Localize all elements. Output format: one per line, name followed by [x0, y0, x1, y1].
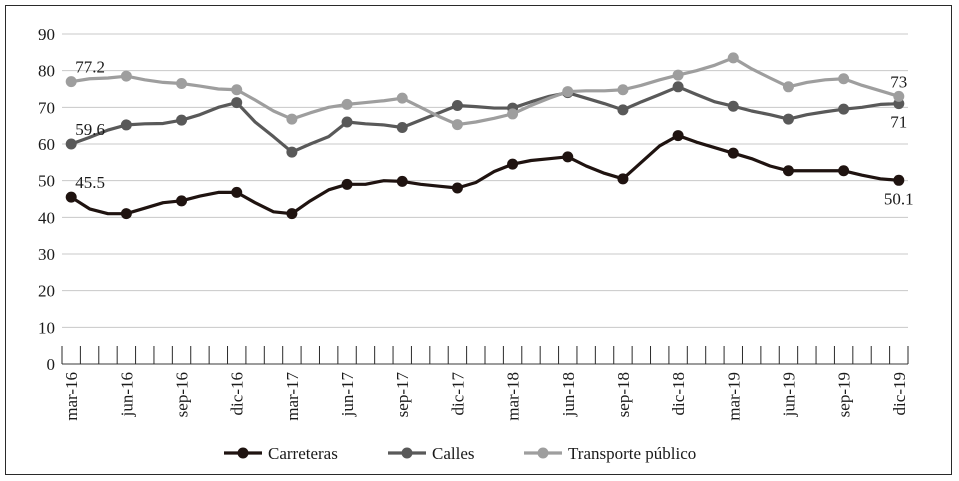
- data-label: 45.5: [75, 173, 105, 192]
- x-tick-label: mar-16: [62, 372, 81, 421]
- data-point: [120, 119, 132, 131]
- data-point: [341, 178, 353, 190]
- data-point: [451, 100, 463, 111]
- data-point: [65, 76, 77, 88]
- y-tick-label: 50: [38, 172, 55, 191]
- data-point: [65, 138, 77, 150]
- data-point: [672, 81, 684, 93]
- legend-swatch-marker: [237, 447, 249, 459]
- x-tick-label: dic-17: [448, 372, 467, 416]
- data-point: [396, 92, 408, 104]
- y-tick-label: 0: [47, 355, 56, 374]
- series-line-calles: [69, 85, 901, 154]
- legend-swatch-marker: [537, 447, 549, 459]
- y-tick-label: 80: [38, 62, 55, 81]
- x-tick-label: sep-17: [393, 372, 412, 418]
- series-line-transporte-público: [69, 56, 901, 127]
- data-point: [562, 151, 574, 163]
- x-tick-label: jun-17: [338, 372, 357, 418]
- data-point: [782, 113, 794, 125]
- data-point: [782, 81, 794, 93]
- y-tick-label: 40: [38, 208, 55, 227]
- data-point: [286, 113, 298, 125]
- data-label: 73: [890, 72, 907, 91]
- data-label: 59.6: [75, 120, 105, 139]
- data-point: [341, 98, 353, 110]
- data-point: [617, 173, 629, 185]
- x-tick-label: jun-19: [779, 372, 798, 417]
- x-tick-label: mar-19: [724, 372, 743, 421]
- x-tick-label: mar-18: [504, 372, 523, 421]
- data-label: 77.2: [75, 58, 105, 77]
- x-tick-label: sep-19: [835, 372, 854, 417]
- data-point: [617, 104, 629, 116]
- data-point: [727, 147, 739, 159]
- data-point: [396, 175, 408, 187]
- data-point: [451, 182, 463, 194]
- data-point: [396, 122, 408, 133]
- series-line-carreteras: [69, 133, 901, 216]
- data-point: [672, 69, 684, 81]
- data-point: [727, 100, 739, 112]
- legend-label: Carreteras: [268, 444, 338, 463]
- data-point: [176, 114, 188, 126]
- x-tick-label: dic-16: [228, 372, 247, 415]
- data-point: [286, 146, 298, 158]
- data-point: [120, 208, 132, 220]
- data-point: [231, 186, 243, 198]
- data-label: 71: [890, 113, 907, 132]
- data-point: [65, 191, 77, 203]
- data-point: [341, 116, 353, 128]
- data-point: [838, 73, 850, 85]
- x-tick-label: sep-18: [614, 372, 633, 417]
- y-tick-label: 70: [38, 98, 55, 117]
- data-point: [507, 108, 519, 120]
- data-point: [176, 195, 188, 207]
- x-tick-label: dic-19: [890, 372, 909, 415]
- chart-frame: 0 10 20 30 40 50 60 70 80 90 mar-16 jun-16 sep-16 dic…: [5, 5, 952, 475]
- x-tick-label: jun-18: [559, 372, 578, 417]
- data-label: 50.1: [884, 189, 914, 208]
- x-tick-label: jun-16: [117, 372, 136, 417]
- data-point: [120, 70, 132, 82]
- legend-label: Transporte público: [568, 444, 696, 463]
- data-point: [672, 130, 684, 142]
- data-point: [838, 103, 850, 115]
- data-point: [838, 165, 850, 177]
- data-point: [231, 84, 243, 96]
- y-tick-label: 90: [38, 25, 55, 44]
- data-point: [176, 78, 188, 89]
- y-tick-label: 10: [38, 318, 55, 337]
- data-point: [893, 174, 905, 186]
- data-point: [782, 165, 794, 177]
- data-point: [286, 208, 298, 220]
- x-tick-label: dic-18: [669, 372, 688, 415]
- data-point: [893, 90, 905, 102]
- data-point: [507, 158, 519, 170]
- y-tick-label: 30: [38, 245, 55, 264]
- y-tick-label: 20: [38, 282, 55, 301]
- x-tick-label: mar-17: [283, 372, 302, 421]
- data-point: [451, 119, 463, 131]
- data-point: [562, 86, 574, 98]
- data-point: [727, 52, 739, 64]
- legend-swatch-marker: [401, 447, 413, 459]
- line-chart: 0 10 20 30 40 50 60 70 80 90 mar-16 jun-16 sep-16 dic…: [38, 25, 914, 463]
- data-point: [617, 84, 629, 96]
- y-tick-label: 60: [38, 135, 55, 154]
- legend-label: Calles: [432, 444, 475, 463]
- data-point: [231, 97, 243, 109]
- x-tick-label: sep-16: [173, 372, 192, 417]
